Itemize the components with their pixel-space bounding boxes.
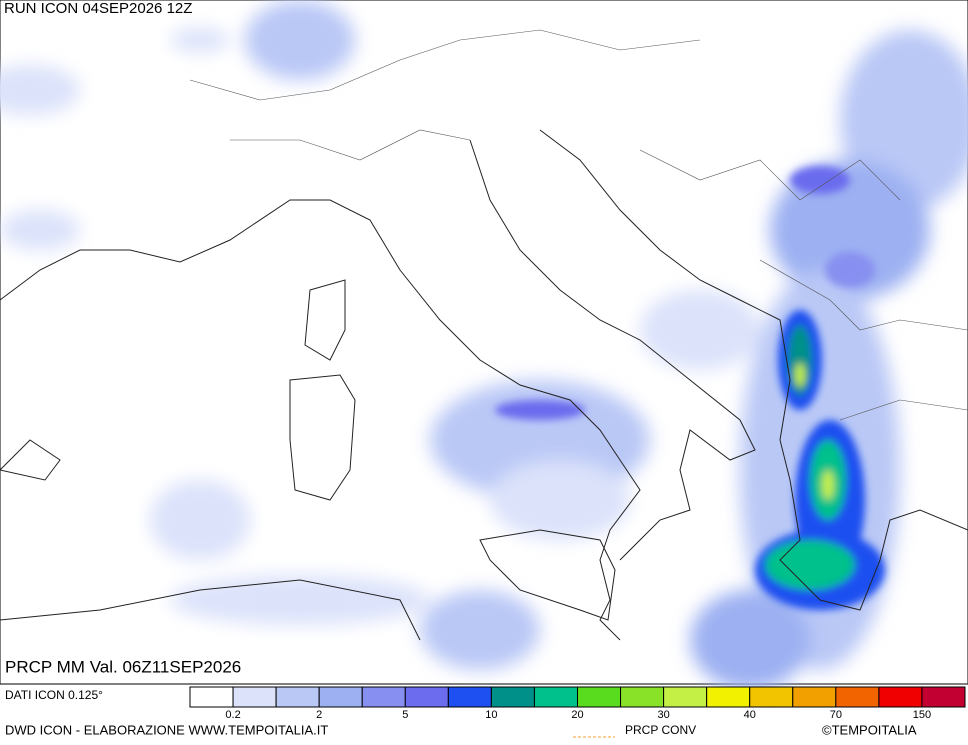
legend-label: 40 bbox=[744, 709, 756, 721]
legend-label: 20 bbox=[571, 709, 583, 721]
copyright: ©TEMPOITALIA bbox=[822, 722, 917, 737]
legend-label: 150 bbox=[913, 709, 931, 721]
data-source: DATI ICON 0.125° bbox=[5, 688, 103, 702]
legend-label: 30 bbox=[657, 709, 669, 721]
legend-swatch bbox=[749, 686, 794, 708]
legend-label: 70 bbox=[830, 709, 842, 721]
legend-swatch bbox=[404, 686, 449, 708]
legend-swatch bbox=[361, 686, 406, 708]
credit: DWD ICON - ELABORAZIONE WWW.TEMPOITALIA.… bbox=[5, 722, 328, 737]
legend-swatch bbox=[318, 686, 363, 708]
legend-swatch bbox=[275, 686, 320, 708]
legend-swatch bbox=[189, 686, 234, 708]
legend-swatch bbox=[577, 686, 622, 708]
legend-swatch bbox=[447, 686, 492, 708]
legend-swatch bbox=[232, 686, 277, 708]
colorbar: 0.2 2 5 10 20 30 40 70 150 bbox=[189, 686, 966, 721]
valid-title: PRCP MM Val. 06Z11SEP2026 bbox=[5, 657, 241, 676]
legend-swatch bbox=[835, 686, 880, 708]
conv-label: PRCP CONV bbox=[625, 723, 696, 737]
legend-swatch bbox=[878, 686, 923, 708]
legend-swatch bbox=[533, 686, 579, 708]
run-title: RUN ICON 04SEP2026 12Z bbox=[4, 0, 192, 17]
borders bbox=[189, 29, 968, 421]
legend-label: 0.2 bbox=[225, 709, 240, 721]
legend-label: 2 bbox=[316, 709, 322, 721]
legend-swatch bbox=[706, 686, 751, 708]
coastlines bbox=[0, 129, 968, 641]
legend-swatch bbox=[921, 686, 966, 708]
legend-swatch bbox=[792, 686, 837, 708]
legend-swatch bbox=[620, 686, 665, 708]
legend-swatch bbox=[663, 686, 708, 708]
legend-label: 5 bbox=[402, 709, 408, 721]
legend-swatch bbox=[490, 686, 535, 708]
legend-label: 10 bbox=[485, 709, 497, 721]
